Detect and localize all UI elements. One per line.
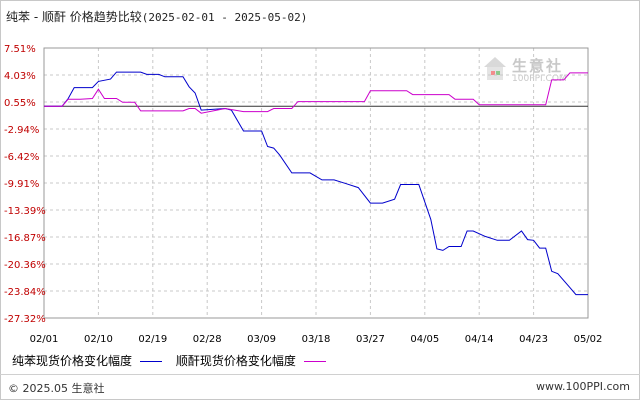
- watermark-url: 100PPI.COM: [512, 74, 567, 84]
- chart-title-range: (2025-02-01 - 2025-05-02): [141, 11, 308, 24]
- x-tick-label: 05/02: [574, 334, 603, 345]
- footer-divider: [0, 374, 640, 375]
- x-tick-label: 02/01: [30, 334, 59, 345]
- x-tick-label: 02/28: [193, 334, 222, 345]
- chart-title-main: 纯苯 - 顺酐 价格趋势比较: [6, 10, 142, 24]
- y-tick-label: -6.42%: [4, 152, 39, 163]
- watermark-logo: 生意社 100PPI.COM: [482, 55, 582, 87]
- x-axis-ticks: 02/01 02/10 02/19 02/28 03/09 03/18 03/27 04/05…: [30, 334, 603, 345]
- x-tick-label: 03/18: [302, 334, 331, 345]
- y-tick-label: 0.55%: [4, 98, 36, 109]
- legend-swatch-benzene: [140, 361, 163, 362]
- x-tick-label: 03/27: [356, 334, 385, 345]
- y-tick-label: -9.91%: [4, 179, 39, 190]
- y-tick-label: -2.94%: [4, 125, 39, 136]
- x-tick-label: 04/23: [519, 334, 548, 345]
- watermark-name: 生意社: [512, 57, 564, 75]
- legend-swatch-maleic-anhydride: [303, 361, 326, 362]
- x-tick-label: 04/05: [410, 334, 439, 345]
- y-tick-label: -23.84%: [4, 287, 46, 298]
- grid: [43, 47, 589, 319]
- y-tick-label: 7.51%: [4, 44, 36, 55]
- legend: 纯苯现货价格变化幅度 顺酐现货价格变化幅度: [12, 352, 336, 369]
- footer-website: www.100PPI.com: [536, 380, 630, 393]
- y-tick-label: -16.87%: [4, 233, 46, 244]
- y-axis-ticks: 7.51% 4.03% 0.55% -2.94% -6.42% -9.91% -13.39%…: [4, 44, 46, 325]
- y-tick-label: -13.39%: [4, 206, 46, 217]
- y-tick-label: -27.32%: [4, 314, 46, 325]
- series-line-maleic-anhydride: [44, 72, 588, 114]
- x-tick-label: 03/09: [247, 334, 276, 345]
- watermark-house-icon: [484, 57, 506, 80]
- chart-title: 纯苯 - 顺酐 价格趋势比较(2025-02-01 - 2025-05-02): [6, 8, 307, 25]
- legend-label-maleic-anhydride: 顺酐现货价格变化幅度: [175, 354, 296, 368]
- x-tick-label: 02/19: [138, 334, 167, 345]
- legend-item-benzene: 纯苯现货价格变化幅度: [12, 352, 163, 369]
- legend-item-maleic-anhydride: 顺酐现货价格变化幅度: [176, 352, 326, 369]
- plot-border: [43, 47, 589, 319]
- series-lines: [44, 71, 588, 296]
- series-line-benzene: [44, 71, 588, 296]
- x-tick-label: 04/14: [465, 334, 494, 345]
- y-tick-label: -20.36%: [4, 260, 46, 271]
- footer-copyright: © 2025.05 生意社: [8, 382, 105, 395]
- y-tick-label: 4.03%: [4, 71, 36, 82]
- legend-label-benzene: 纯苯现货价格变化幅度: [12, 354, 133, 368]
- x-tick-label: 02/10: [84, 334, 113, 345]
